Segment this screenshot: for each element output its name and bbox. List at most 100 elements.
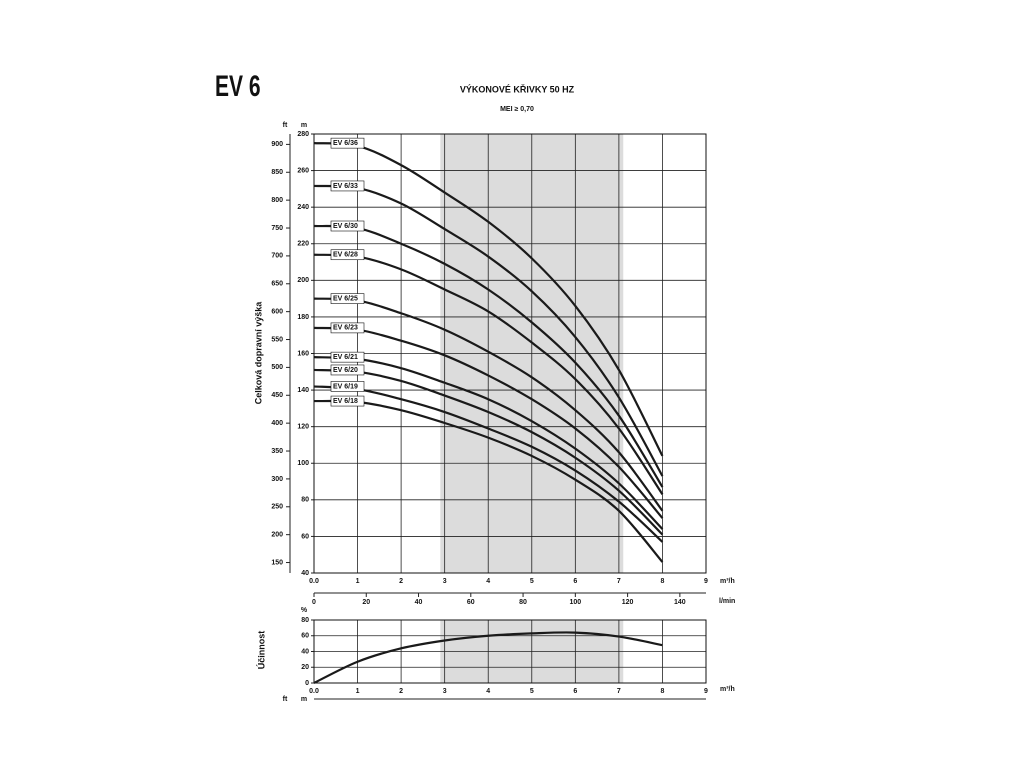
x2-tick-label: 60 — [467, 599, 475, 606]
ft-tick-label: 150 — [271, 559, 283, 566]
legend-label: EV 6/36 — [333, 140, 358, 147]
x-unit: m³/h — [720, 578, 735, 585]
ft-tick-label: 600 — [271, 308, 283, 315]
y-tick-label: 240 — [297, 204, 309, 211]
x2-tick-label: 100 — [569, 599, 581, 606]
x2-tick-label: 120 — [622, 599, 634, 606]
eff-unit: % — [301, 607, 308, 614]
y-tick-label: 40 — [301, 648, 309, 655]
x2-tick-label: 80 — [519, 599, 527, 606]
y-tick-label: 40 — [301, 570, 309, 577]
x-tick-label: 4 — [486, 688, 490, 695]
curve — [313, 297, 664, 512]
curve-label-box — [330, 322, 365, 334]
curve-label-box — [330, 351, 365, 363]
legend-label: EV 6/19 — [333, 383, 358, 390]
x-tick-label: 3 — [443, 688, 447, 695]
y-tick-label: 0 — [305, 680, 309, 687]
y-tick-label: 80 — [301, 617, 309, 624]
curve-label-box — [330, 395, 365, 407]
y-tick-label: 220 — [297, 241, 309, 248]
model-title: EV 6 — [215, 70, 261, 102]
legend-label: EV 6/23 — [333, 325, 358, 332]
y-ft-unit: ft — [283, 122, 288, 129]
x-tick-label: 5 — [530, 688, 534, 695]
curve — [313, 326, 664, 519]
chart-title: VÝKONOVÉ KŘIVKY 50 HZ — [460, 83, 575, 94]
x2-tick-label: 40 — [415, 599, 423, 606]
ft-tick-label: 900 — [271, 141, 283, 148]
curve-label-box — [330, 220, 365, 232]
legend-label: EV 6/28 — [333, 252, 358, 259]
y-tick-label: 80 — [301, 497, 309, 504]
x-tick-label: 6 — [573, 578, 577, 585]
x-tick-label: 0.0 — [309, 578, 319, 585]
curve-label-box — [330, 137, 365, 149]
y-tick-label: 60 — [301, 633, 309, 640]
y-tick-label: 200 — [297, 277, 309, 284]
chart-subtitle: MEI ≥ 0,70 — [500, 106, 534, 113]
x2-tick-label: 0 — [312, 599, 316, 606]
x-tick-label: 7 — [617, 688, 621, 695]
x-tick-label: 7 — [617, 578, 621, 585]
ft-tick-label: 800 — [271, 197, 283, 204]
y-tick-label: 180 — [297, 314, 309, 321]
ft-tick-label: 850 — [271, 169, 283, 176]
x2-unit: l/min — [719, 598, 735, 605]
x-tick-label: 2 — [399, 688, 403, 695]
x-tick-label: 2 — [399, 578, 403, 585]
legend-label: EV 6/25 — [333, 295, 358, 302]
ft-tick-label: 450 — [271, 392, 283, 399]
curve — [313, 224, 664, 488]
x-tick-label: 4 — [486, 578, 490, 585]
curve — [313, 399, 664, 563]
x2-tick-label: 140 — [674, 599, 686, 606]
legend-label: EV 6/21 — [333, 354, 358, 361]
y-tick-label: 280 — [297, 131, 309, 138]
x-tick-label: 9 — [704, 578, 708, 585]
x-tick-label: 5 — [530, 578, 534, 585]
ft-tick-label: 300 — [271, 476, 283, 483]
curve — [313, 356, 664, 530]
curve-label-box — [330, 249, 365, 261]
legend-label: EV 6/20 — [333, 367, 358, 374]
x-tick-label: 8 — [660, 578, 664, 585]
ft-tick-label: 400 — [271, 420, 283, 427]
x-tick-label: 3 — [443, 578, 447, 585]
bottom-unit: ft — [283, 696, 288, 703]
ft-tick-label: 700 — [271, 253, 283, 260]
curve — [313, 184, 664, 477]
x-tick-label: 0.0 — [309, 688, 319, 695]
y-tick-label: 140 — [297, 387, 309, 394]
y-axis-label: Celková dopravní výška — [253, 301, 263, 405]
plot-frame — [313, 619, 707, 684]
curve — [313, 142, 664, 457]
curve-label-box — [330, 293, 365, 304]
x-tick-label: 8 — [660, 688, 664, 695]
curve — [313, 253, 664, 495]
ft-tick-label: 250 — [271, 504, 283, 511]
y-tick-label: 60 — [301, 533, 309, 540]
y-tick-label: 260 — [297, 167, 309, 174]
x-tick-label: 1 — [356, 688, 360, 695]
ft-tick-label: 200 — [271, 532, 283, 539]
y-tick-label: 160 — [297, 350, 309, 357]
legend-label: EV 6/18 — [333, 398, 358, 405]
x-tick-label: 1 — [356, 578, 360, 585]
y-tick-label: 20 — [301, 664, 309, 671]
y-tick-label: 100 — [297, 460, 309, 467]
ft-tick-label: 550 — [271, 336, 283, 343]
x2-tick-label: 20 — [362, 599, 370, 606]
legend-label: EV 6/33 — [333, 183, 358, 190]
curve-label-box — [330, 381, 365, 392]
y-tick-label: 120 — [297, 424, 309, 431]
curve-label-box — [330, 180, 365, 192]
x-tick-label: 6 — [573, 688, 577, 695]
y-unit: m — [301, 122, 307, 129]
ft-tick-label: 500 — [271, 364, 283, 371]
ft-tick-label: 650 — [271, 281, 283, 288]
curve — [313, 385, 664, 543]
plot-frame — [313, 133, 707, 574]
